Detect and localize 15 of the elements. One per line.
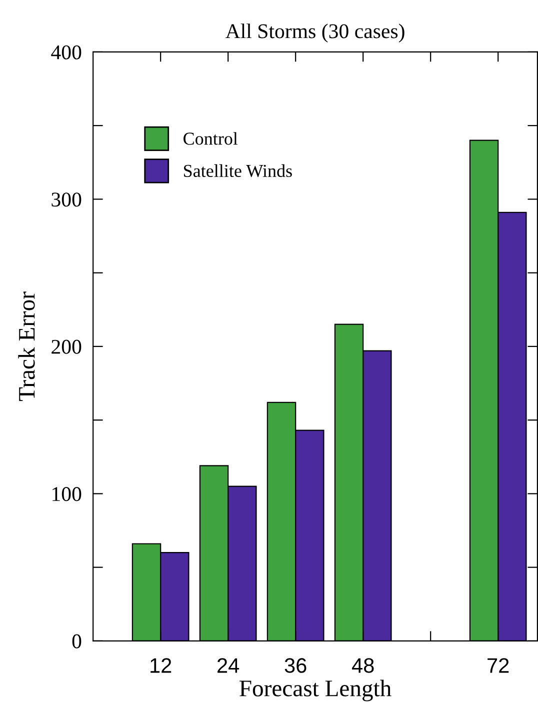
x-tick-label: 48 (352, 658, 374, 673)
y-tick-label: 200 (52, 340, 82, 354)
y-tick-label: 300 (52, 192, 82, 207)
chart-title: All Storms (30 cases) (225, 24, 404, 42)
y-tick-label: 100 (52, 487, 82, 502)
x-axis-title: Forecast Length (240, 680, 392, 702)
y-tick-label: 400 (51, 45, 82, 60)
y-tick-label: 0 (72, 634, 82, 648)
y-axis-title: Track Error (18, 292, 35, 401)
x-tick-label: 24 (218, 658, 240, 673)
x-tick-label: 36 (284, 658, 306, 673)
x-tick-label: 12 (150, 658, 172, 673)
legend-label: Control (184, 132, 238, 145)
x-tick-label: 72 (488, 658, 509, 673)
legend-label: Satellite Winds (184, 164, 292, 178)
